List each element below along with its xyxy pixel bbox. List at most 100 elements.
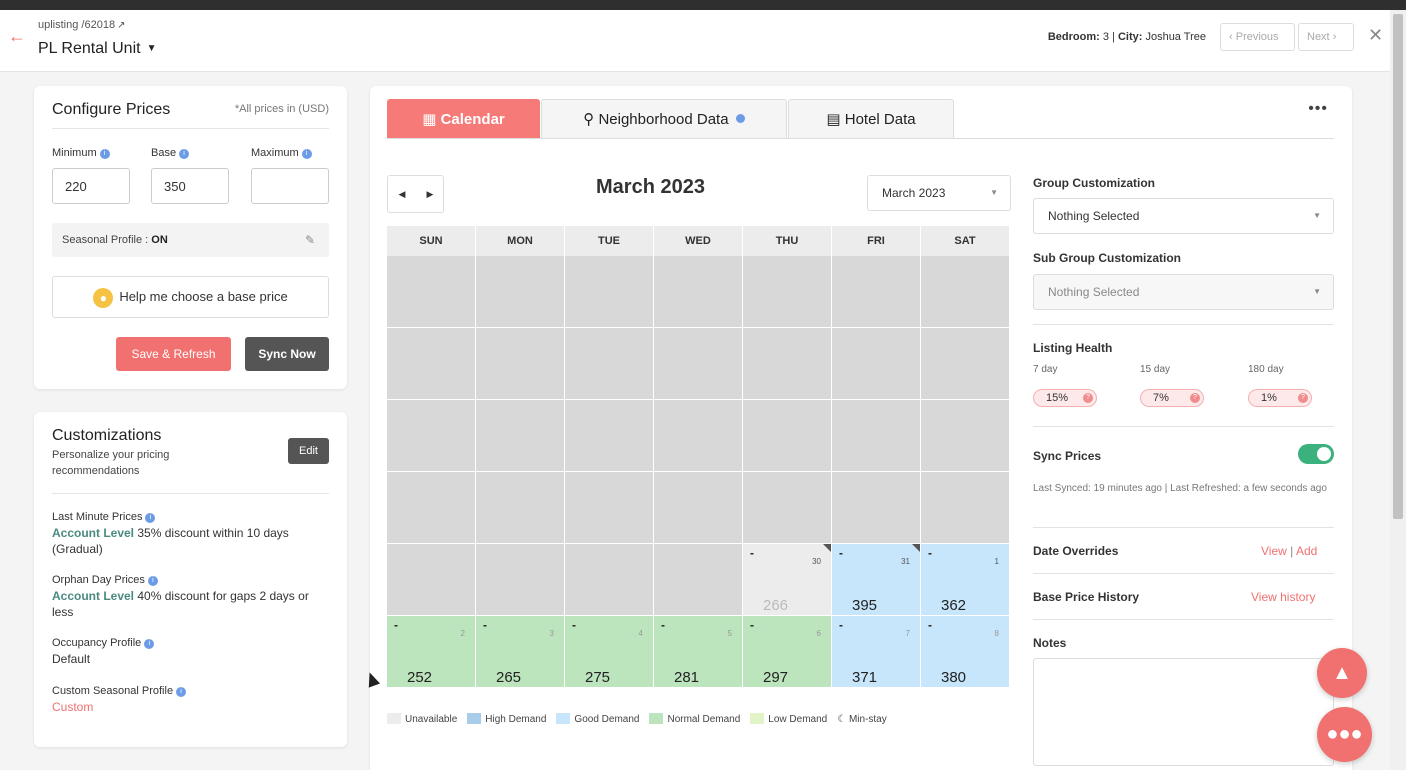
calendar-empty-cell bbox=[832, 328, 921, 400]
minimum-price-input[interactable] bbox=[52, 168, 130, 204]
calendar-day-cell[interactable]: - 8 380 bbox=[921, 616, 1010, 688]
tab-neighborhood-data[interactable]: ⚲ Neighborhood Data bbox=[541, 99, 787, 138]
info-icon[interactable]: i bbox=[179, 149, 190, 159]
info-icon[interactable]: i bbox=[301, 149, 312, 159]
calendar-empty-cell bbox=[476, 256, 565, 328]
calendar-empty-cell bbox=[387, 328, 476, 400]
calendar-day-cell[interactable]: - 5 281 bbox=[654, 616, 743, 688]
calendar-day-cell[interactable]: - 30 266 bbox=[743, 544, 832, 616]
calendar-empty-cell bbox=[387, 256, 476, 328]
group-customization-select[interactable]: Nothing Selected ▼ bbox=[1033, 198, 1334, 234]
calendar-day-cell[interactable]: - 1 362 bbox=[921, 544, 1010, 616]
custom-seasonal-label: Custom Seasonal Profile i bbox=[52, 685, 329, 697]
breadcrumb-text[interactable]: uplisting /62018 bbox=[38, 19, 116, 31]
breadcrumb[interactable]: uplisting /62018 ↗ bbox=[38, 19, 125, 31]
sub-group-customization-select[interactable]: Nothing Selected ▼ bbox=[1033, 274, 1334, 310]
currency-note: *All prices in (USD) bbox=[234, 103, 329, 115]
scrollbar-thumb[interactable] bbox=[1393, 14, 1403, 519]
calendar-panel: ▦ Calendar ⚲ Neighborhood Data ▤ Hotel D… bbox=[370, 86, 1352, 770]
seasonal-profile-row: Seasonal Profile : ON ✎ bbox=[52, 223, 329, 257]
info-icon[interactable]: i bbox=[176, 687, 187, 697]
tab-calendar[interactable]: ▦ Calendar bbox=[387, 99, 540, 138]
next-button[interactable]: Next › bbox=[1298, 23, 1354, 51]
external-link-icon[interactable]: ↗ bbox=[117, 20, 126, 31]
divider bbox=[52, 493, 329, 494]
occupancy-value: Default bbox=[52, 652, 91, 666]
info-icon[interactable]: i bbox=[147, 576, 158, 586]
month-select[interactable]: March 2023 ▼ bbox=[867, 175, 1011, 211]
weekday-thu: THU bbox=[743, 226, 832, 256]
calendar-day-cell[interactable]: - 31 395 bbox=[832, 544, 921, 616]
last-minute-label-text: Last Minute Prices bbox=[52, 511, 143, 523]
more-options-icon[interactable]: ••• bbox=[1308, 100, 1328, 117]
city-label: City: bbox=[1117, 31, 1143, 43]
date-overrides-add-link[interactable]: Add bbox=[1295, 544, 1318, 558]
customizations-subtitle: Personalize your pricing recommendations bbox=[52, 449, 170, 477]
last-minute-prices: Last Minute Prices i Account Level 35% di… bbox=[52, 511, 329, 557]
chat-icon[interactable]: ●●● bbox=[1317, 707, 1372, 762]
calendar-day-cell[interactable]: - 6 297 bbox=[743, 616, 832, 688]
info-icon[interactable]: i bbox=[99, 149, 110, 159]
override-corner-icon bbox=[823, 544, 831, 552]
orphan-value: Account Level 40% discount for gaps 2 da… bbox=[52, 588, 329, 620]
tab-hotel-data[interactable]: ▤ Hotel Data bbox=[788, 99, 954, 138]
last-minute-text: 35% discount within 10 days (Gradual) bbox=[52, 526, 289, 556]
calendar-empty-cell bbox=[476, 472, 565, 544]
base-price-input[interactable] bbox=[151, 168, 229, 204]
date-overrides-view-link[interactable]: View bbox=[1261, 544, 1287, 558]
calendar-day-cell[interactable]: - 2 252 bbox=[387, 616, 476, 688]
close-icon[interactable]: ✕ bbox=[1368, 25, 1384, 45]
edit-customizations-button[interactable]: Edit bbox=[288, 438, 329, 464]
sub-group-customization-label: Sub Group Customization bbox=[1033, 251, 1181, 265]
month-select-value: March 2023 bbox=[882, 186, 946, 200]
legend-swatch bbox=[387, 713, 401, 724]
calendar-days: -30 266-31 395-1 362 -2 252-3 265-4 275-5 281-6 2… bbox=[387, 256, 1010, 688]
notes-textarea[interactable] bbox=[1033, 658, 1334, 766]
previous-label: Previous bbox=[1235, 31, 1279, 43]
calendar-empty-cell bbox=[565, 256, 654, 328]
save-refresh-button[interactable]: Save & Refresh bbox=[116, 337, 231, 371]
listing-meta: Bedroom: 3 | City: Joshua Tree bbox=[1047, 31, 1206, 43]
next-month-arrow-icon[interactable]: ▶ bbox=[426, 189, 434, 199]
chevron-right-icon: › bbox=[1332, 31, 1337, 43]
help-choose-base-price-button[interactable]: ● Help me choose a base price bbox=[52, 276, 329, 318]
health-badge-180[interactable]: 1%? bbox=[1248, 389, 1312, 407]
view-history-link[interactable]: View history bbox=[1251, 590, 1316, 604]
divider bbox=[1033, 573, 1334, 574]
month-nav: ◀ ▶ bbox=[387, 175, 444, 213]
prev-month-arrow-icon[interactable]: ◀ bbox=[398, 189, 406, 199]
sync-now-button[interactable]: Sync Now bbox=[245, 337, 329, 371]
previous-button[interactable]: ‹ Previous bbox=[1220, 23, 1295, 51]
calendar-empty-cell bbox=[921, 472, 1010, 544]
maximum-label-text: Maximum bbox=[251, 147, 299, 159]
weekday-sat: SAT bbox=[921, 226, 1010, 256]
tab-neighborhood-label: Neighborhood Data bbox=[598, 111, 729, 128]
pencil-icon[interactable]: ✎ bbox=[304, 233, 315, 247]
page-scrollbar[interactable] bbox=[1390, 10, 1406, 770]
min-stay-value: - bbox=[750, 546, 754, 560]
day-price: 281 bbox=[674, 669, 700, 686]
graduation-cap-icon[interactable]: ▲ bbox=[1317, 648, 1367, 698]
legend-item: High Demand bbox=[467, 713, 546, 725]
back-arrow-icon[interactable]: ← bbox=[8, 26, 26, 46]
health-badge-15[interactable]: 7%? bbox=[1140, 389, 1204, 407]
sync-prices-toggle[interactable] bbox=[1298, 444, 1334, 464]
health-badge-7[interactable]: 15%? bbox=[1033, 389, 1097, 407]
calendar-day-cell[interactable]: - 3 265 bbox=[476, 616, 565, 688]
info-icon[interactable]: i bbox=[144, 639, 155, 649]
legend-label: Unavailable bbox=[405, 714, 458, 725]
info-icon: ? bbox=[1190, 393, 1200, 403]
calendar-empty-cell bbox=[565, 544, 654, 616]
occupancy-label-text: Occupancy Profile bbox=[52, 637, 142, 649]
calendar-empty-cell bbox=[476, 328, 565, 400]
health-value-15: 7% bbox=[1153, 392, 1169, 404]
calendar-day-cell[interactable]: - 7 371 bbox=[832, 616, 921, 688]
calendar-empty-cell bbox=[654, 328, 743, 400]
info-icon[interactable]: i bbox=[145, 513, 156, 523]
calendar-day-cell[interactable]: - 4 275 bbox=[565, 616, 654, 688]
maximum-price-input[interactable] bbox=[251, 168, 329, 204]
group-customization-label: Group Customization bbox=[1033, 176, 1155, 190]
custom-seasonal-link[interactable]: Custom bbox=[52, 700, 94, 714]
unit-selector[interactable]: PL Rental Unit ▼ bbox=[38, 40, 156, 58]
chevron-down-icon: ▼ bbox=[1313, 287, 1321, 296]
